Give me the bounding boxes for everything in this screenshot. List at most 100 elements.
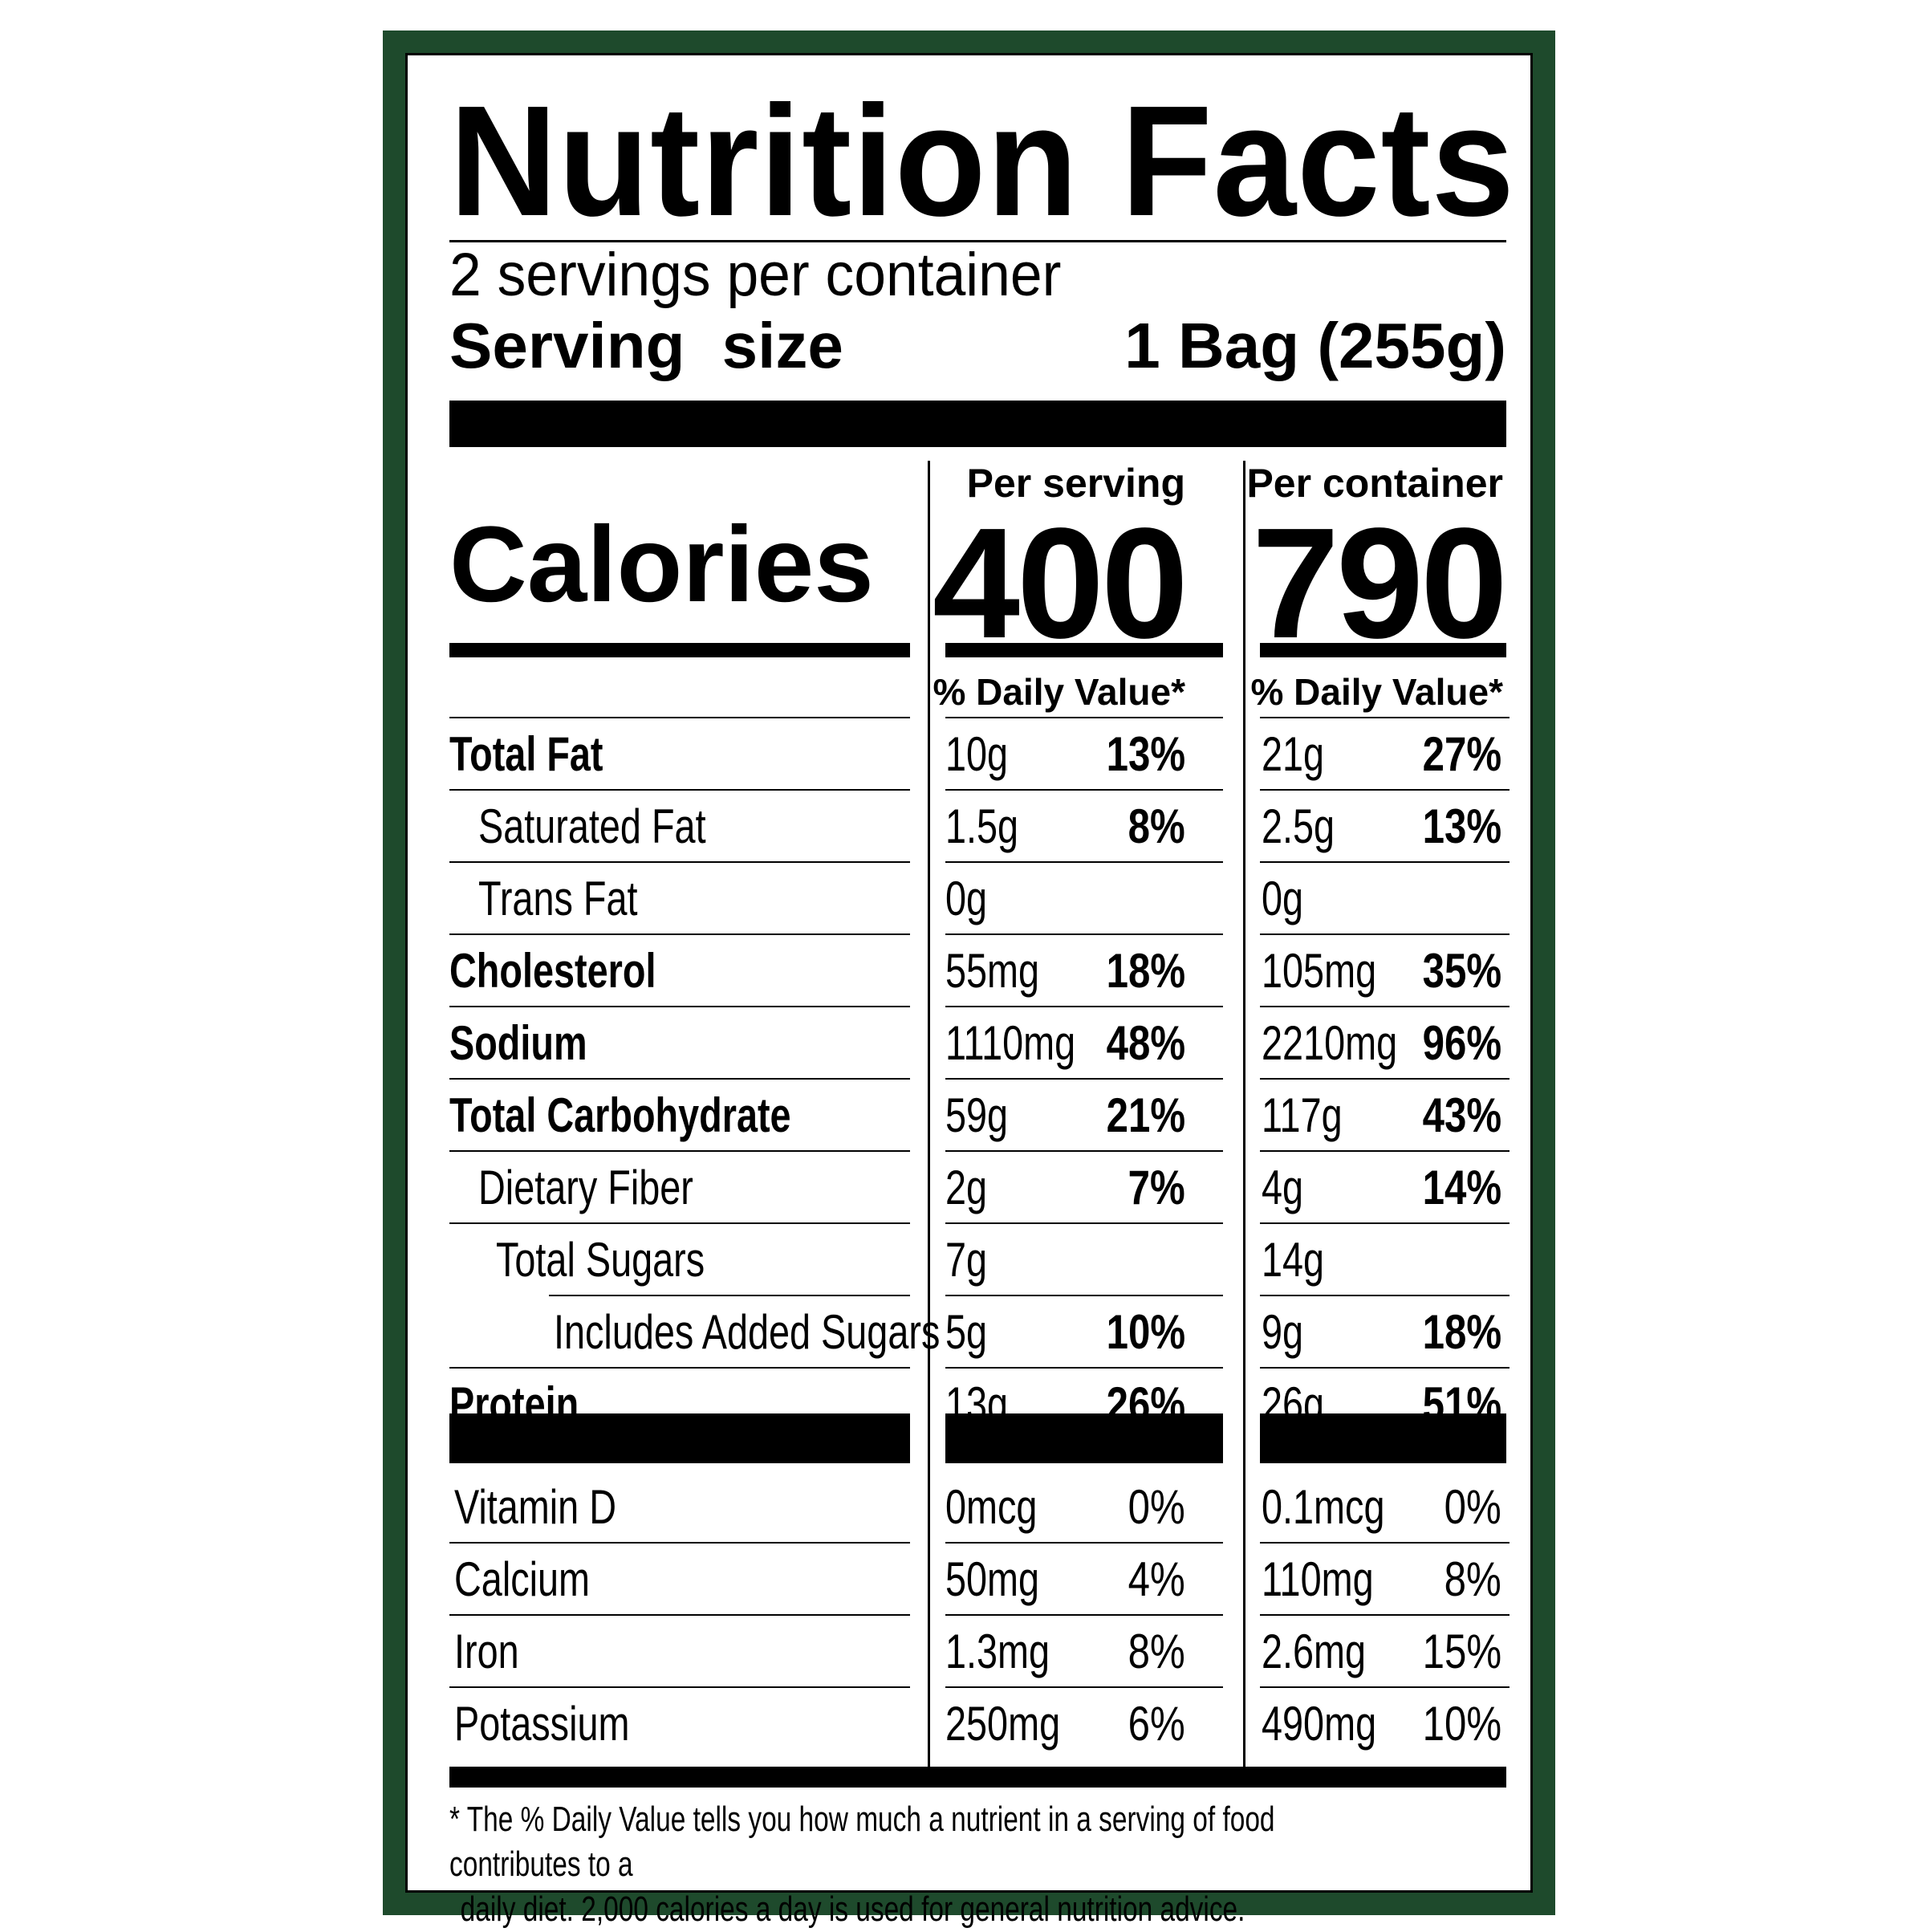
calories-rule-serving (945, 643, 1223, 657)
container-amount: 2210mg (1262, 1016, 1398, 1070)
nutrient-row: Saturated Fat 1.5g 8% 2.5g 13% (408, 791, 1530, 863)
row-separator (1260, 1006, 1510, 1007)
serving-amount: 0mcg (945, 1480, 1038, 1534)
row-separator (1260, 1542, 1510, 1544)
row-separator (449, 789, 910, 791)
row-separator (1260, 717, 1510, 718)
container-daily-value: 35% (1422, 944, 1501, 998)
row-separator (945, 1150, 1223, 1152)
container-daily-value: 8% (1444, 1552, 1501, 1606)
per-serving-heading: Per serving (966, 461, 1185, 506)
nutrient-name: Calcium (454, 1552, 591, 1606)
container-amount: 0g (1262, 872, 1304, 925)
label-title: Nutrition Facts (449, 73, 1516, 249)
title-rule (449, 240, 1506, 242)
serving-daily-value: 8% (1128, 799, 1185, 853)
calories-per-serving: 400 (932, 495, 1189, 671)
calories-rule-label (449, 643, 910, 657)
thick-bar-vitamins-container (1260, 1413, 1506, 1463)
nutrient-name: Iron (454, 1625, 519, 1678)
nutrient-row: Total Fat 10g 13% 21g 27% (408, 718, 1530, 791)
container-daily-value: 15% (1422, 1625, 1501, 1678)
nutrient-name: Trans Fat (478, 872, 638, 925)
nutrient-row: Iron 1.3mg 8% 2.6mg 15% (408, 1616, 1530, 1688)
nutrient-name: Total Sugars (496, 1233, 705, 1287)
serving-amount: 59g (945, 1088, 1009, 1142)
container-amount: 0.1mcg (1262, 1480, 1385, 1534)
nutrient-name: Vitamin D (454, 1480, 617, 1534)
nutrient-row: Calcium 50mg 4% 110mg 8% (408, 1544, 1530, 1616)
row-separator (1260, 933, 1510, 935)
container-amount: 110mg (1262, 1552, 1374, 1606)
calories-per-container: 790 (1251, 495, 1508, 671)
serving-amount: 10g (945, 727, 1009, 781)
container-amount: 490mg (1262, 1697, 1377, 1751)
row-separator (1260, 1078, 1510, 1080)
row-separator (449, 1006, 910, 1007)
serving-amount: 1110mg (945, 1016, 1076, 1070)
serving-daily-value: 7% (1128, 1161, 1185, 1214)
nutrient-name: Dietary Fiber (478, 1161, 693, 1214)
row-separator (945, 789, 1223, 791)
footnote-line-2: daily diet. 2,000 calories a day is used… (460, 1889, 1245, 1929)
container-amount: 4g (1262, 1161, 1304, 1214)
row-separator (449, 1078, 910, 1080)
serving-amount: 50mg (945, 1552, 1040, 1606)
container-daily-value: 0% (1444, 1480, 1501, 1534)
serving-daily-value: 10% (1106, 1305, 1185, 1359)
serving-amount: 5g (945, 1305, 988, 1359)
calories-label: Calories (449, 505, 874, 624)
container-daily-value: 14% (1422, 1161, 1501, 1214)
serving-daily-value: 21% (1106, 1088, 1185, 1142)
nutrient-row: Trans Fat 0g 0g (408, 863, 1530, 935)
serving-size-value: 1 Bag (255g) (1124, 310, 1506, 381)
row-separator (1260, 1150, 1510, 1152)
row-separator (449, 1367, 910, 1369)
row-separator (449, 1542, 910, 1544)
nutrient-row: Cholesterol 55mg 18% 105mg 35% (408, 935, 1530, 1007)
container-daily-value: 13% (1422, 799, 1501, 853)
serving-daily-value: 8% (1128, 1625, 1185, 1678)
nutrient-name: Potassium (454, 1697, 630, 1751)
serving-daily-value: 48% (1106, 1016, 1185, 1070)
serving-amount: 1.5g (945, 799, 1019, 853)
column-divider-1 (928, 461, 930, 1787)
thick-bar-vitamins-label (449, 1413, 910, 1463)
serving-amount: 0g (945, 872, 988, 925)
daily-value-heading-serving: % Daily Value* (933, 671, 1186, 713)
serving-size-label: Serving size (449, 310, 843, 381)
row-separator (945, 933, 1223, 935)
row-separator (945, 1542, 1223, 1544)
row-separator (1260, 1222, 1510, 1224)
thick-bar-bottom (449, 1767, 1506, 1788)
row-separator (945, 1686, 1223, 1688)
serving-daily-value: 6% (1128, 1697, 1185, 1751)
row-separator (1260, 861, 1510, 863)
nutrient-row: Total Sugars 7g 14g (408, 1224, 1530, 1296)
row-separator (1260, 1295, 1510, 1296)
row-separator (1260, 1614, 1510, 1616)
row-separator (945, 1006, 1223, 1007)
container-daily-value: 43% (1422, 1088, 1501, 1142)
row-separator (449, 933, 910, 935)
row-separator (945, 1295, 1223, 1296)
row-separator (945, 1614, 1223, 1616)
serving-daily-value: 13% (1106, 727, 1185, 781)
row-separator (945, 861, 1223, 863)
nutrient-name: Total Fat (449, 727, 603, 781)
servings-per-container: 2 servings per container (449, 241, 1062, 309)
container-daily-value: 18% (1422, 1305, 1501, 1359)
column-divider-2 (1243, 461, 1245, 1787)
container-daily-value: 10% (1422, 1697, 1501, 1751)
footnote-line-1: * The % Daily Value tells you how much a… (449, 1800, 1275, 1884)
nutrient-row: Potassium 250mg 6% 490mg 10% (408, 1688, 1530, 1760)
per-container-heading: Per container (1246, 461, 1503, 506)
calories-rule-container (1260, 643, 1506, 657)
row-separator (945, 1078, 1223, 1080)
nutrient-row: Sodium 1110mg 48% 2210mg 96% (408, 1007, 1530, 1080)
container-daily-value: 27% (1422, 727, 1501, 781)
nutrient-name: Includes Added Sugars (554, 1305, 941, 1359)
container-amount: 21g (1262, 727, 1325, 781)
nutrient-row: Dietary Fiber 2g 7% 4g 14% (408, 1152, 1530, 1224)
label-border: Nutrition Facts 2 servings per container… (383, 31, 1555, 1929)
